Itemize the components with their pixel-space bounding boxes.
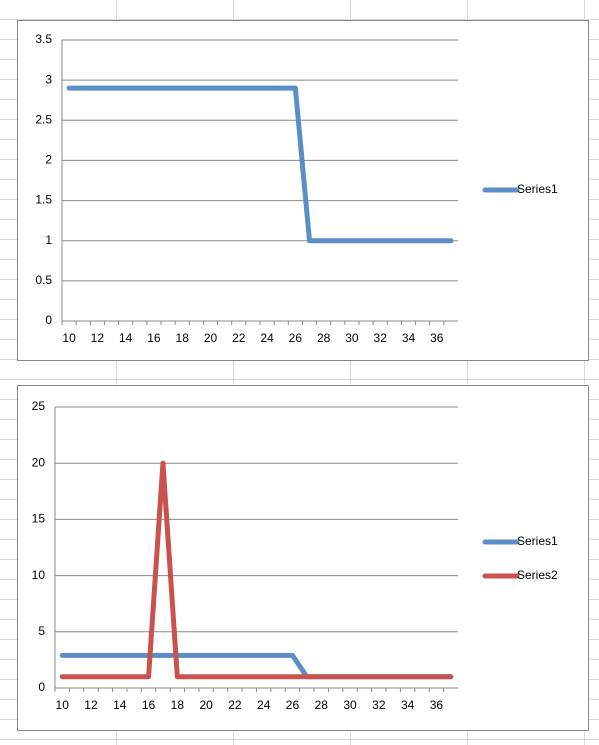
y-tick-label: 1 — [45, 233, 52, 247]
x-tick-label: 20 — [204, 331, 218, 345]
y-tick-label: 10 — [32, 568, 46, 582]
x-tick-label: 12 — [84, 698, 98, 712]
x-tick-label: 22 — [228, 698, 242, 712]
x-tick-label: 14 — [113, 698, 127, 712]
x-tick-label: 30 — [343, 698, 357, 712]
x-tick-label: 30 — [345, 331, 359, 345]
x-tick-label: 28 — [315, 698, 329, 712]
x-tick-label: 12 — [91, 331, 105, 345]
y-tick-label: 2 — [45, 153, 52, 167]
y-tick-label: 0 — [38, 680, 45, 694]
x-tick-label: 14 — [119, 331, 133, 345]
x-tick-label: 26 — [286, 698, 300, 712]
x-tick-label: 10 — [62, 331, 76, 345]
x-tick-label: 16 — [142, 698, 156, 712]
y-tick-label: 15 — [32, 512, 46, 526]
legend-label: Series2 — [517, 568, 558, 582]
x-tick-label: 16 — [147, 331, 161, 345]
y-tick-label: 0 — [45, 313, 52, 327]
x-tick-label: 18 — [176, 331, 190, 345]
x-tick-label: 34 — [401, 698, 415, 712]
x-tick-label: 18 — [171, 698, 185, 712]
y-tick-label: 3 — [45, 72, 52, 86]
legend-label: Series1 — [517, 534, 558, 548]
legend-label: Series1 — [517, 182, 558, 196]
x-tick-label: 20 — [199, 698, 213, 712]
y-tick-label: 20 — [32, 455, 46, 469]
data-line — [59, 460, 454, 680]
y-tick-label: 5 — [38, 624, 45, 638]
x-tick-label: 34 — [402, 331, 416, 345]
data-line — [66, 85, 454, 244]
x-tick-label: 24 — [257, 698, 271, 712]
x-tick-label: 22 — [232, 331, 246, 345]
x-tick-label: 36 — [430, 331, 444, 345]
y-tick-label: 1.5 — [35, 193, 52, 207]
y-tick-label: 2.5 — [35, 112, 52, 126]
x-tick-label: 10 — [56, 698, 70, 712]
y-tick-label: 3.5 — [35, 32, 52, 46]
x-tick-label: 28 — [317, 331, 331, 345]
x-tick-label: 32 — [374, 331, 388, 345]
x-tick-label: 36 — [430, 698, 444, 712]
x-tick-label: 32 — [372, 698, 386, 712]
y-tick-label: 0.5 — [35, 273, 52, 287]
y-tick-label: 25 — [32, 399, 46, 413]
x-tick-label: 26 — [289, 331, 303, 345]
x-tick-label: 24 — [260, 331, 274, 345]
